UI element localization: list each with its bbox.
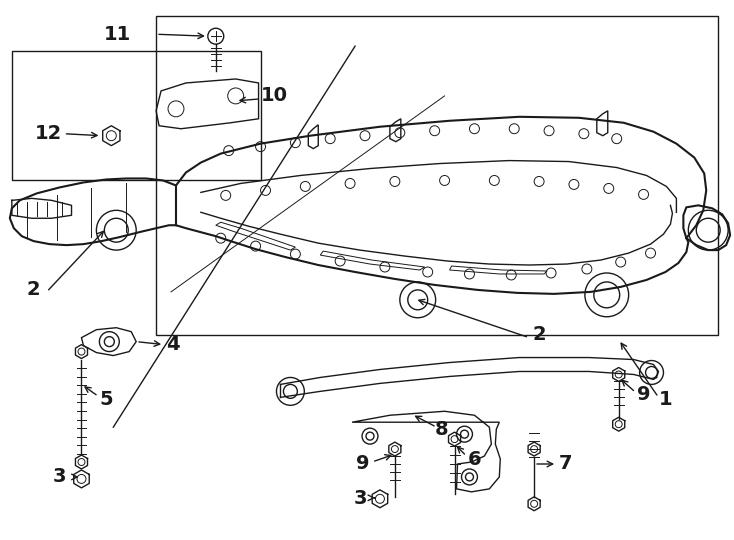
Text: 2: 2 <box>27 280 40 299</box>
Text: 3: 3 <box>353 489 367 508</box>
Text: 12: 12 <box>34 124 62 143</box>
Text: 9: 9 <box>357 455 370 474</box>
Text: 10: 10 <box>261 86 288 105</box>
Bar <box>156 16 718 335</box>
Text: 3: 3 <box>53 468 66 487</box>
Text: 9: 9 <box>636 385 650 404</box>
Text: 11: 11 <box>104 25 131 44</box>
Text: 4: 4 <box>166 335 180 354</box>
Text: 2: 2 <box>532 325 546 344</box>
Text: 1: 1 <box>658 390 672 409</box>
Text: 6: 6 <box>468 449 481 469</box>
Bar <box>12 51 261 180</box>
Text: 8: 8 <box>435 420 448 438</box>
Text: 5: 5 <box>99 390 113 409</box>
Text: 7: 7 <box>559 455 573 474</box>
